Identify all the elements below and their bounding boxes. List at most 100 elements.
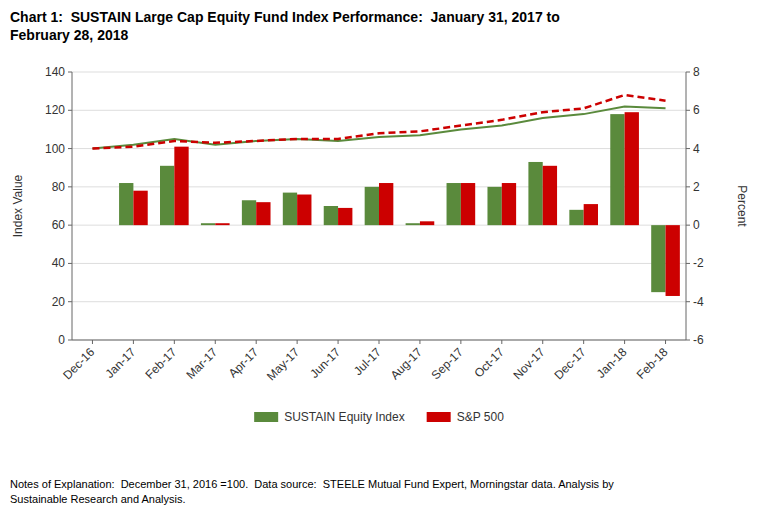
- plot-area: [92, 95, 679, 296]
- x-tick: [297, 340, 298, 344]
- y2-tick: [686, 186, 690, 187]
- axes: 020406080100120140-6-4-202468Dec-16Jan-1…: [45, 65, 704, 383]
- x-tick-label: Dec-16: [60, 345, 97, 382]
- y2-tick-label: 8: [693, 65, 700, 79]
- footnote-line: Sustainable Research and Analysis.: [10, 493, 186, 505]
- bar: [242, 200, 256, 225]
- x-tick-label: Aug-17: [388, 345, 425, 382]
- bar: [119, 183, 133, 225]
- y-tick-label: 20: [52, 295, 66, 309]
- y-tick-label: 140: [45, 65, 65, 79]
- legend-label: S&P 500: [457, 410, 504, 424]
- x-tick-label: Jun-17: [307, 345, 343, 381]
- bar-series: [119, 114, 665, 292]
- y2-tick: [686, 148, 690, 149]
- bar: [174, 147, 188, 225]
- x-tick: [133, 340, 134, 344]
- y-tick: [68, 225, 72, 226]
- title: Chart 1: SUSTAIN Large Cap Equity Fund I…: [10, 9, 560, 43]
- y-tick-label: 80: [52, 180, 66, 194]
- bar: [487, 187, 501, 225]
- grid-line: [72, 110, 686, 111]
- y2-tick-label: -2: [693, 256, 704, 270]
- x-tick-label: Apr-17: [226, 345, 262, 381]
- x-tick-label: Mar-17: [183, 345, 220, 382]
- bar: [543, 166, 557, 225]
- y-axis-label: Index Value: [11, 174, 25, 237]
- bar: [297, 195, 311, 226]
- legend-swatch: [254, 412, 278, 422]
- x-tick-label: Oct-17: [471, 345, 507, 381]
- y2-tick: [686, 225, 690, 226]
- x-tick-label: Dec-17: [551, 345, 588, 382]
- y2-tick-label: -6: [693, 333, 704, 347]
- x-tick: [460, 340, 461, 344]
- bar: [420, 221, 434, 225]
- bar: [160, 166, 174, 225]
- y-tick-label: 60: [52, 218, 66, 232]
- bar: [215, 223, 229, 225]
- y-tick: [68, 301, 72, 302]
- y-axis-line: [72, 72, 73, 340]
- x-tick-label: Sep-17: [429, 345, 466, 382]
- x-tick: [379, 340, 380, 344]
- bar: [625, 112, 639, 225]
- y2-tick: [686, 72, 690, 73]
- y2-axis-label: Percent: [735, 185, 749, 227]
- y2-tick: [686, 110, 690, 111]
- bar: [133, 191, 147, 225]
- bar: [406, 223, 420, 225]
- x-tick: [542, 340, 543, 344]
- chart: Chart 1: SUSTAIN Large Cap Equity Fund I…: [0, 0, 760, 513]
- bar: [78, 225, 92, 226]
- bar: [256, 202, 270, 225]
- footnote: Notes of Explanation: December 31, 2016 …: [10, 478, 614, 505]
- x-tick-label: Jan-18: [594, 345, 630, 381]
- bar: [338, 208, 352, 225]
- y-tick-label: 120: [45, 103, 65, 117]
- x-tick: [501, 340, 502, 344]
- bar: [610, 114, 624, 225]
- y2-tick: [686, 340, 690, 341]
- bar: [569, 210, 583, 225]
- y-tick: [68, 340, 72, 341]
- legend-swatch: [427, 412, 451, 422]
- y-tick: [68, 148, 72, 149]
- footnote-line: Notes of Explanation: December 31, 2016 …: [10, 478, 614, 490]
- y2-tick-label: 2: [693, 180, 700, 194]
- x-tick: [624, 340, 625, 344]
- x-tick-label: Jul-17: [351, 345, 384, 378]
- bar: [528, 162, 542, 225]
- bar: [92, 225, 106, 226]
- x-tick-label: Feb-17: [142, 345, 179, 382]
- y2-tick-label: -4: [693, 295, 704, 309]
- x-tick: [256, 340, 257, 344]
- x-tick: [583, 340, 584, 344]
- x-tick-label: Nov-17: [510, 345, 547, 382]
- bar: [502, 183, 516, 225]
- bar: [461, 183, 475, 225]
- y-tick: [68, 72, 72, 73]
- x-tick: [338, 340, 339, 344]
- line: [92, 95, 665, 149]
- grid-line: [72, 263, 686, 264]
- y-tick: [68, 110, 72, 111]
- y2-tick: [686, 301, 690, 302]
- x-tick: [174, 340, 175, 344]
- y2-tick-label: 0: [693, 218, 700, 232]
- y2-tick: [686, 263, 690, 264]
- bar: [666, 225, 680, 296]
- line: [92, 106, 665, 148]
- y2-tick-label: 6: [693, 103, 700, 117]
- bar: [324, 206, 338, 225]
- grid-line: [72, 148, 686, 149]
- y-tick: [68, 263, 72, 264]
- x-tick-label: Feb-18: [634, 345, 671, 382]
- x-tick: [92, 340, 93, 344]
- x-tick: [665, 340, 666, 344]
- bar: [584, 204, 598, 225]
- x-tick-label: Jan-17: [102, 345, 138, 381]
- grid-line: [72, 301, 686, 302]
- legend: SUSTAIN Equity IndexS&P 500: [254, 410, 504, 424]
- grid-line: [72, 72, 686, 73]
